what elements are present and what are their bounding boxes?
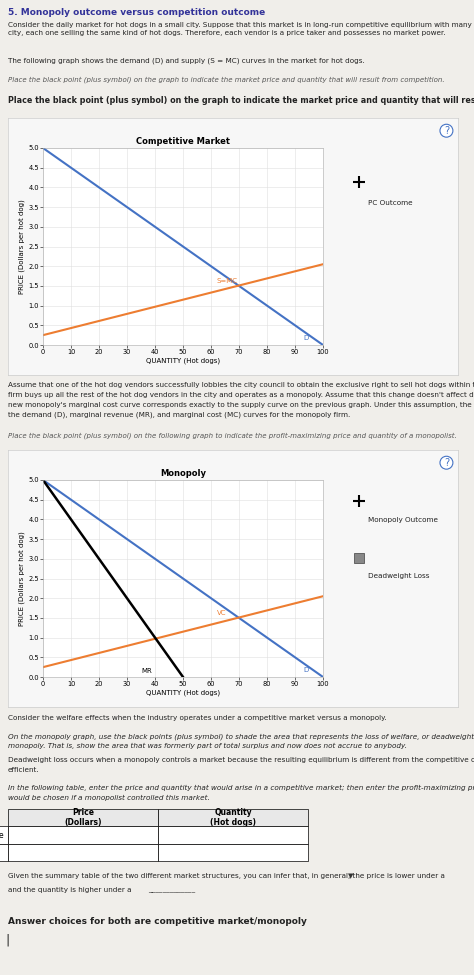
Text: ?: ?	[444, 457, 449, 468]
Text: Deadweight Loss: Deadweight Loss	[368, 573, 429, 579]
Text: Consider the welfare effects when the industry operates under a competitive mark: Consider the welfare effects when the in…	[8, 715, 387, 721]
Text: Place the black point (plus symbol) on the graph to indicate the market price an: Place the black point (plus symbol) on t…	[8, 76, 445, 83]
Text: In the following table, enter the price and quantity that would arise in a compe: In the following table, enter the price …	[8, 785, 474, 791]
Text: monopoly. That is, show the area that was formerly part of total surplus and now: monopoly. That is, show the area that wa…	[8, 743, 407, 749]
Text: On the monopoly graph, use the black points (plus symbol) to shade the area that: On the monopoly graph, use the black poi…	[8, 733, 474, 740]
Y-axis label: PRICE (Dollars per hot dog): PRICE (Dollars per hot dog)	[19, 199, 26, 293]
Text: Place the black point (plus symbol) on the following graph to indicate the profi: Place the black point (plus symbol) on t…	[8, 432, 457, 439]
Text: 5. Monopoly outcome versus competition outcome: 5. Monopoly outcome versus competition o…	[8, 8, 265, 17]
Text: |: |	[5, 933, 9, 946]
Text: Deadweight loss occurs when a monopoly controls a market because the resulting e: Deadweight loss occurs when a monopoly c…	[8, 757, 474, 763]
Text: D: D	[303, 667, 309, 673]
Text: firm buys up all the rest of the hot dog vendors in the city and operates as a m: firm buys up all the rest of the hot dog…	[8, 392, 474, 398]
Text: VC: VC	[217, 610, 226, 616]
Text: _____________: _____________	[148, 887, 195, 893]
Text: Given the summary table of the two different market structures, you can infer th: Given the summary table of the two diffe…	[8, 873, 445, 879]
Text: and the quantity is higher under a: and the quantity is higher under a	[8, 887, 131, 893]
Title: Competitive Market: Competitive Market	[136, 136, 230, 146]
Text: Answer choices for both are competitive market/monopoly: Answer choices for both are competitive …	[8, 917, 307, 926]
X-axis label: QUANTITY (Hot dogs): QUANTITY (Hot dogs)	[146, 690, 220, 696]
Y-axis label: PRICE (Dollars per hot dog): PRICE (Dollars per hot dog)	[19, 531, 26, 626]
Text: Assume that one of the hot dog vendors successfully lobbies the city council to : Assume that one of the hot dog vendors s…	[8, 382, 474, 388]
Text: efficient.: efficient.	[8, 767, 40, 773]
Text: Place the black point (plus symbol) on the graph to indicate the market price an: Place the black point (plus symbol) on t…	[8, 96, 474, 105]
Text: ▼: ▼	[348, 873, 354, 879]
Text: new monopoly's marginal cost curve corresponds exactly to the supply curve on th: new monopoly's marginal cost curve corre…	[8, 402, 474, 408]
Text: S=MC: S=MC	[217, 278, 237, 284]
X-axis label: QUANTITY (Hot dogs): QUANTITY (Hot dogs)	[146, 358, 220, 365]
Text: would be chosen if a monopolist controlled this market.: would be chosen if a monopolist controll…	[8, 795, 210, 801]
Text: Monopoly Outcome: Monopoly Outcome	[368, 517, 438, 523]
Text: The following graph shows the demand (D) and supply (S = MC) curves in the marke: The following graph shows the demand (D)…	[8, 58, 365, 64]
Text: Consider the daily market for hot dogs in a small city. Suppose that this market: Consider the daily market for hot dogs i…	[8, 22, 474, 36]
Text: ?: ?	[444, 126, 449, 136]
Text: the demand (D), marginal revenue (MR), and marginal cost (MC) curves for the mon: the demand (D), marginal revenue (MR), a…	[8, 412, 350, 418]
Text: MR: MR	[141, 668, 152, 674]
Text: PC Outcome: PC Outcome	[368, 200, 413, 207]
Text: D: D	[303, 335, 309, 341]
Title: Monopoly: Monopoly	[160, 469, 206, 478]
